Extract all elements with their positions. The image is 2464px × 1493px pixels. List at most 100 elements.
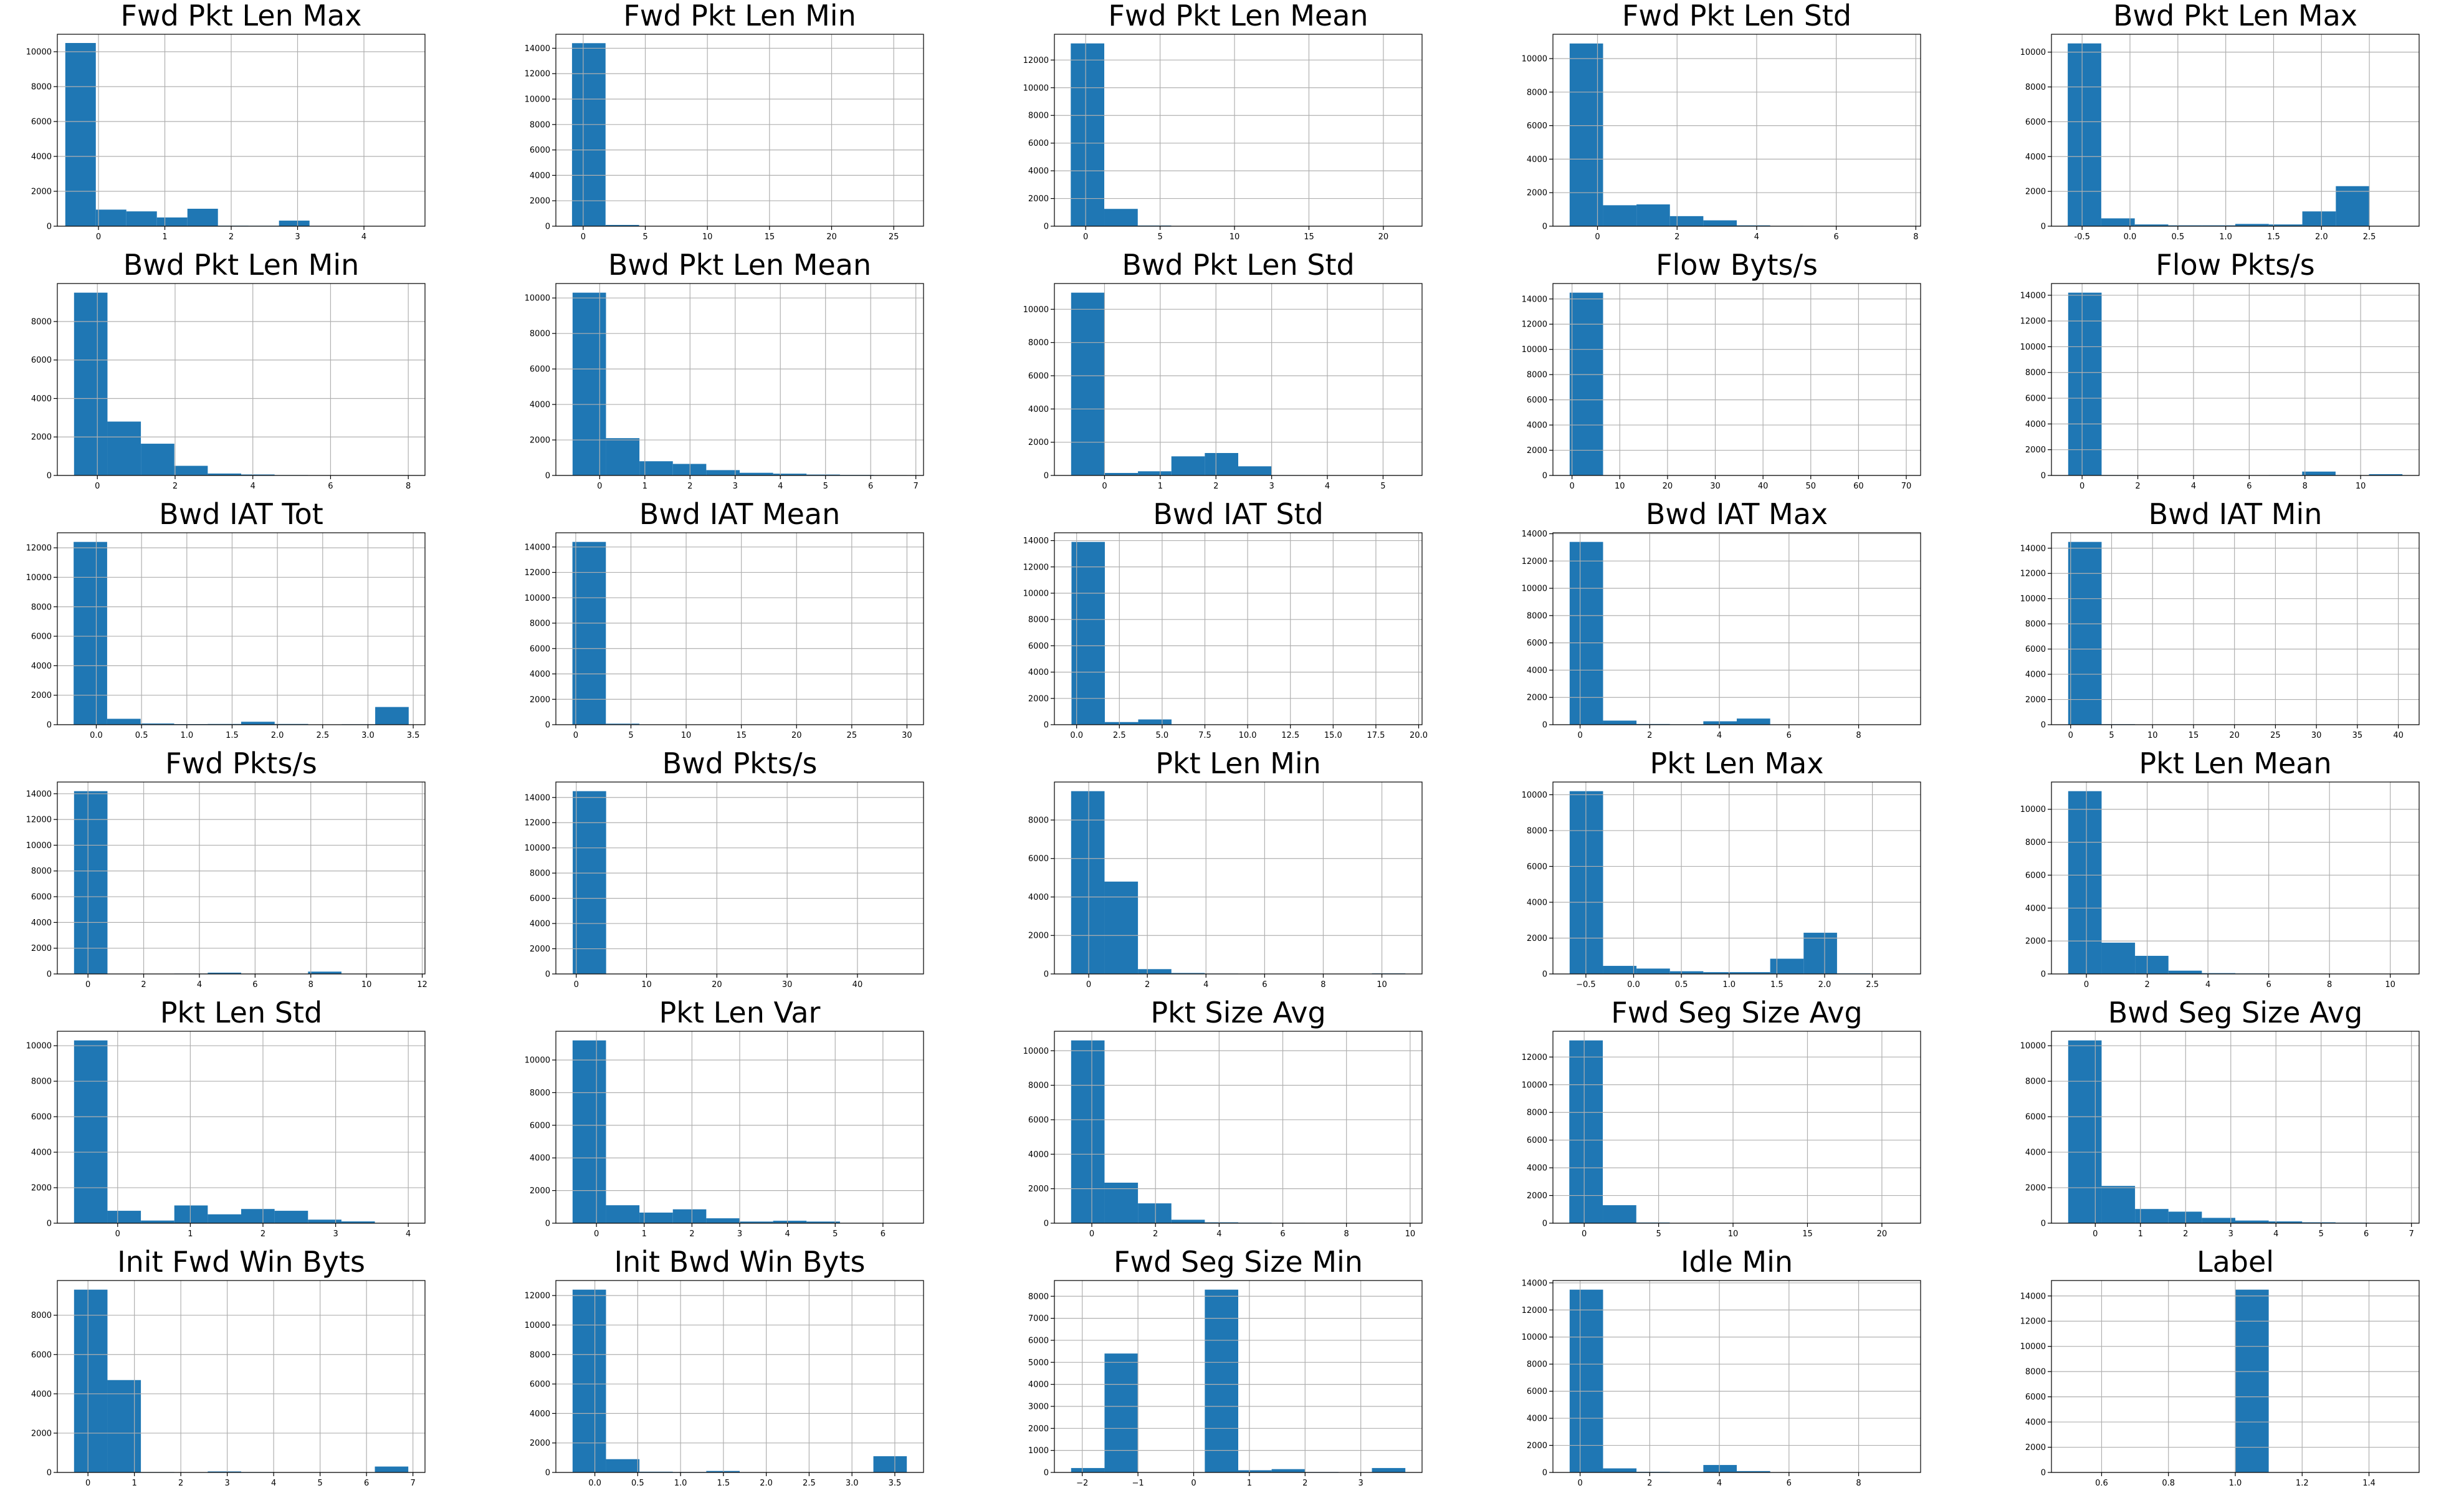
x-tick-label: 0 xyxy=(574,980,579,990)
gridlines xyxy=(57,34,425,227)
chart-title: Bwd IAT Mean xyxy=(639,497,841,531)
x-tick-label: 2 xyxy=(2144,980,2149,990)
y-tick-label: 6000 xyxy=(530,644,550,654)
x-tick-label: 2 xyxy=(1145,980,1150,990)
y-tick-label: 8000 xyxy=(2025,838,2046,847)
y-tick-label: 2000 xyxy=(1028,1185,1049,1194)
histogram-bar xyxy=(1737,718,1770,725)
y-tick-label: 6000 xyxy=(31,1350,52,1360)
axes-frame xyxy=(555,283,924,476)
x-tick-label: 5 xyxy=(1380,482,1385,491)
bar-group xyxy=(1071,541,1405,725)
x-tick-label: 0.0 xyxy=(588,1479,601,1488)
gridlines xyxy=(57,782,425,975)
histogram-panel: Flow Pkts/s 0 2 4 6 8 10 0 2000 4000 6000 8000 10000… xyxy=(2020,248,2420,491)
histogram-bar xyxy=(208,473,241,475)
bar-group xyxy=(571,43,908,227)
x-tick-label: 70 xyxy=(1901,482,1912,491)
x-tick-label: 4 xyxy=(1216,1229,1221,1239)
x-tick-label: 50 xyxy=(1805,482,1816,491)
chart-title: Bwd Seg Size Avg xyxy=(2108,996,2363,1029)
y-tick-label: 10000 xyxy=(2020,1342,2046,1352)
x-tick-label: −1 xyxy=(1132,1479,1144,1488)
y-tick-label: 8000 xyxy=(1028,616,1049,625)
x-tick-label: 15.0 xyxy=(1324,731,1342,740)
y-tick-label: 10000 xyxy=(525,95,550,105)
histogram-bar xyxy=(2135,955,2169,974)
axes-frame xyxy=(1054,34,1423,227)
y-tick-label: 14000 xyxy=(26,789,52,799)
y-tick-label: 0 xyxy=(47,1469,52,1478)
y-tick-label: 0 xyxy=(1044,970,1049,980)
bar-group xyxy=(572,541,907,725)
y-tick-label: 10000 xyxy=(1023,83,1049,93)
axes-frame xyxy=(1054,1031,1423,1224)
y-tick-label: 0 xyxy=(1542,721,1547,730)
x-tick-label: 5 xyxy=(2109,731,2114,740)
histogram-panel: Bwd Pkt Len Mean 0 1 2 3 4 5 6 7 0 2000 4000 6000 800… xyxy=(525,248,924,491)
x-tick-label: 6 xyxy=(881,1229,886,1239)
x-tick-label: 1 xyxy=(1247,1479,1252,1488)
histogram-bar xyxy=(1603,720,1637,725)
histogram-bar xyxy=(571,43,606,227)
y-tick-label: 2000 xyxy=(2025,695,2046,705)
histogram-bar xyxy=(375,1466,409,1472)
x-tick-label: 6 xyxy=(252,980,257,990)
histogram-bar xyxy=(1104,209,1138,226)
x-tick-label: 0 xyxy=(96,232,101,242)
x-tick-label: 3 xyxy=(225,1479,230,1488)
x-tick-label: 1.2 xyxy=(2296,1479,2309,1488)
y-tick-label: 6000 xyxy=(31,893,52,902)
x-tick-label: 10 xyxy=(1377,980,1387,990)
x-tick-label: 6 xyxy=(2247,482,2252,491)
x-tick-label: 20 xyxy=(791,731,802,740)
x-tick-label: 1.0 xyxy=(2219,232,2232,242)
y-tick-label: 4000 xyxy=(1028,1150,1049,1160)
x-tick-label: 5 xyxy=(823,482,828,491)
x-tick-label: 0.0 xyxy=(90,731,103,740)
y-tick-label: 8000 xyxy=(31,1311,52,1320)
y-tick-label: 6000 xyxy=(1527,1387,1547,1396)
x-tick-label: 8 xyxy=(406,482,411,491)
histogram-bar xyxy=(2235,1289,2269,1472)
histogram-bar xyxy=(572,541,606,725)
y-tick-label: 8000 xyxy=(2025,620,2046,629)
histogram-bar xyxy=(606,1459,640,1472)
bar-group xyxy=(2068,791,2403,974)
axes-frame xyxy=(2051,1031,2420,1224)
histogram-bar xyxy=(2101,1186,2136,1223)
y-tick-label: 8000 xyxy=(1527,826,1547,836)
histogram-bar xyxy=(606,1205,640,1223)
x-tick-label: 2 xyxy=(260,1229,265,1239)
histogram-panel: Pkt Len Var 0 1 2 3 4 5 6 0 2000 4000 6000 8000 10000 xyxy=(525,996,924,1239)
x-tick-label: 1.5 xyxy=(717,1479,730,1488)
y-tick-label: 10000 xyxy=(525,844,550,853)
histogram-panel: Pkt Len Min 0 2 4 6 8 10 0 2000 4000 6000 8000 xyxy=(1028,746,1423,990)
histogram-bar xyxy=(2336,186,2370,226)
x-tick-label: 6 xyxy=(1833,232,1838,242)
y-tick-label: 8000 xyxy=(31,603,52,612)
x-tick-label: 0.5 xyxy=(2171,232,2184,242)
x-tick-label: 0 xyxy=(581,232,586,242)
y-tick-label: 4000 xyxy=(31,918,52,928)
x-tick-label: 2.5 xyxy=(1113,731,1126,740)
x-tick-label: 40 xyxy=(2393,731,2404,740)
x-tick-label: 4 xyxy=(785,1229,790,1239)
histogram-bar xyxy=(107,421,141,475)
x-tick-label: 0 xyxy=(1086,980,1091,990)
x-tick-label: 2.5 xyxy=(316,731,329,740)
x-tick-label: 10 xyxy=(1728,1229,1739,1239)
y-tick-label: 4000 xyxy=(1527,155,1547,165)
y-tick-label: 10000 xyxy=(1023,589,1049,598)
x-tick-label: 0.8 xyxy=(2162,1479,2175,1488)
x-tick-label: 20 xyxy=(2229,731,2240,740)
gridlines xyxy=(1553,1031,1921,1224)
x-tick-label: 1 xyxy=(1158,482,1163,491)
histogram-bar xyxy=(341,1221,375,1223)
histogram-bar xyxy=(1569,791,1603,974)
x-tick-label: 7.5 xyxy=(1198,731,1211,740)
x-tick-label: 15 xyxy=(2189,731,2199,740)
y-tick-label: 0 xyxy=(47,1219,52,1229)
axes-frame xyxy=(1552,1280,1921,1473)
histogram-bar xyxy=(706,1471,740,1472)
